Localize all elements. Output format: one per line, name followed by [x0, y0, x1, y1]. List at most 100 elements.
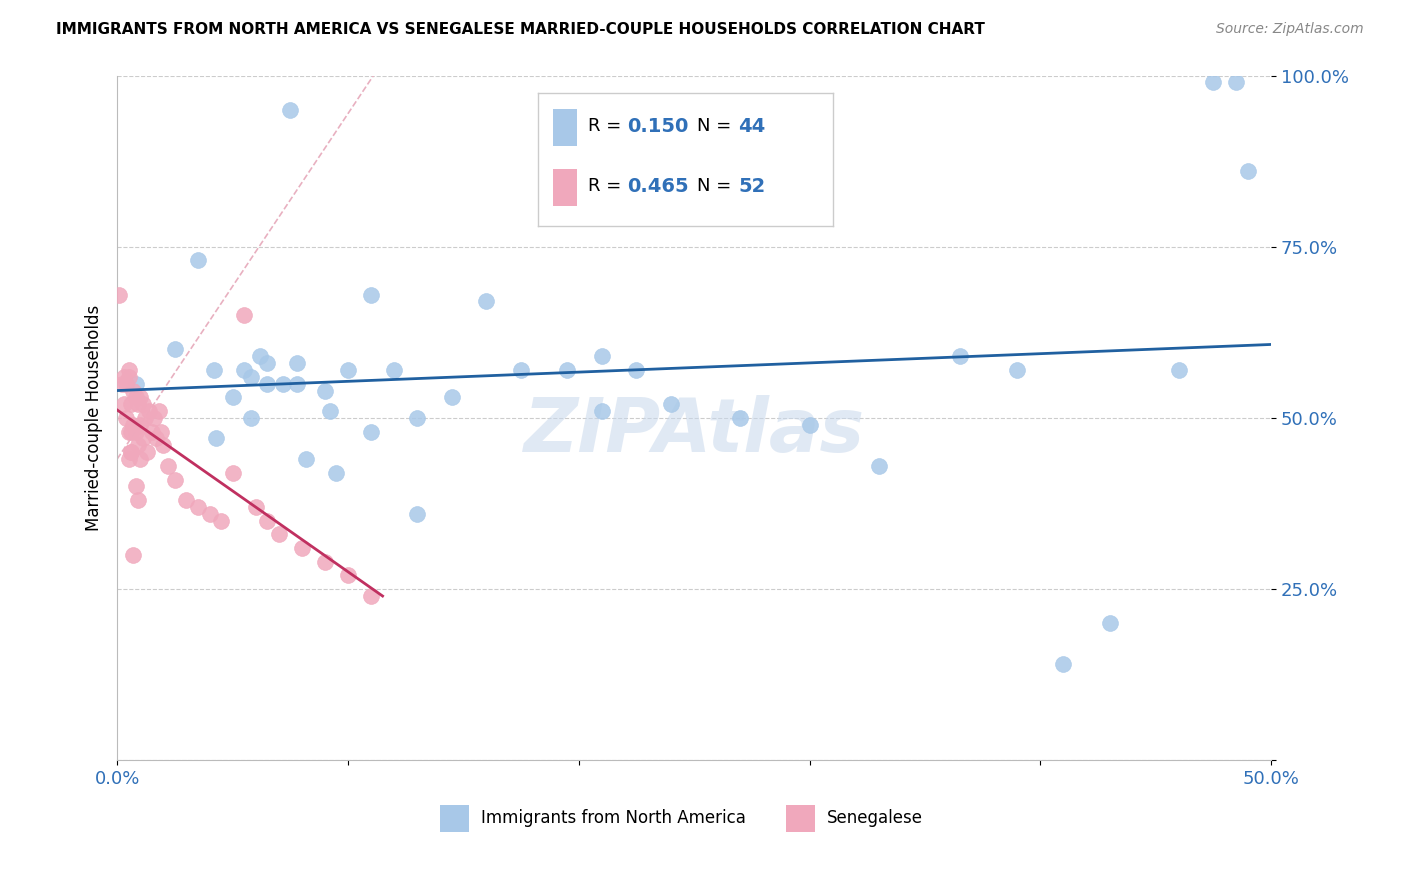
- Point: [176, 493, 198, 508]
- Point: [233, 308, 256, 322]
- Point: [156, 458, 179, 473]
- Point: [118, 369, 141, 384]
- Point: [129, 417, 152, 432]
- Point: [122, 417, 145, 432]
- Point: [122, 384, 145, 398]
- Point: [256, 376, 278, 391]
- Point: [112, 369, 135, 384]
- FancyBboxPatch shape: [786, 805, 815, 832]
- Y-axis label: Married-couple Households: Married-couple Households: [86, 305, 103, 531]
- Point: [124, 390, 146, 404]
- Point: [730, 410, 752, 425]
- Point: [1052, 657, 1074, 672]
- Point: [118, 452, 141, 467]
- Point: [799, 417, 821, 432]
- Point: [187, 253, 209, 268]
- Point: [314, 384, 336, 398]
- Point: [141, 425, 163, 439]
- Point: [209, 514, 232, 528]
- Point: [267, 527, 290, 541]
- FancyBboxPatch shape: [440, 805, 470, 832]
- Text: Immigrants from North America: Immigrants from North America: [481, 809, 745, 828]
- Point: [336, 363, 359, 377]
- Point: [1237, 164, 1260, 178]
- Point: [1005, 363, 1028, 377]
- Point: [143, 410, 166, 425]
- Point: [205, 432, 228, 446]
- Point: [256, 514, 278, 528]
- Point: [129, 390, 152, 404]
- Point: [475, 294, 498, 309]
- Point: [221, 390, 243, 404]
- Point: [626, 363, 648, 377]
- Point: [115, 376, 138, 391]
- Point: [591, 349, 613, 363]
- Point: [659, 397, 682, 411]
- Point: [124, 376, 146, 391]
- Point: [152, 438, 174, 452]
- Point: [129, 452, 152, 467]
- Point: [187, 500, 209, 514]
- Point: [360, 589, 382, 603]
- Text: Senegalese: Senegalese: [827, 809, 922, 828]
- Point: [118, 363, 141, 377]
- Point: [127, 438, 149, 452]
- Point: [256, 356, 278, 370]
- Point: [314, 555, 336, 569]
- Point: [163, 343, 186, 357]
- Point: [108, 287, 131, 301]
- Point: [120, 425, 142, 439]
- Point: [948, 349, 970, 363]
- Point: [202, 363, 225, 377]
- Point: [1202, 75, 1225, 89]
- Point: [198, 507, 221, 521]
- Point: [131, 432, 153, 446]
- Text: ZIPAtlas: ZIPAtlas: [523, 395, 865, 468]
- Point: [120, 397, 142, 411]
- Point: [318, 404, 340, 418]
- Point: [136, 445, 159, 459]
- Point: [295, 452, 318, 467]
- Text: IMMIGRANTS FROM NORTH AMERICA VS SENEGALESE MARRIED-COUPLE HOUSEHOLDS CORRELATIO: IMMIGRANTS FROM NORTH AMERICA VS SENEGAL…: [56, 22, 986, 37]
- Point: [120, 445, 142, 459]
- Point: [127, 397, 149, 411]
- Point: [134, 410, 156, 425]
- Point: [360, 425, 382, 439]
- Point: [1225, 75, 1247, 89]
- Point: [591, 404, 613, 418]
- Point: [115, 410, 138, 425]
- Point: [240, 369, 263, 384]
- Point: [131, 397, 153, 411]
- Point: [336, 568, 359, 582]
- Point: [221, 466, 243, 480]
- Point: [163, 473, 186, 487]
- Point: [245, 500, 267, 514]
- Point: [285, 376, 308, 391]
- Point: [124, 479, 146, 493]
- Point: [273, 376, 295, 391]
- Point: [112, 397, 135, 411]
- Point: [145, 432, 167, 446]
- Point: [406, 507, 429, 521]
- Point: [124, 425, 146, 439]
- Point: [118, 425, 141, 439]
- Point: [278, 103, 301, 117]
- Point: [150, 425, 173, 439]
- Point: [868, 458, 890, 473]
- Point: [249, 349, 271, 363]
- Point: [291, 541, 314, 555]
- Point: [1167, 363, 1189, 377]
- Point: [382, 363, 405, 377]
- Point: [285, 356, 308, 370]
- Point: [111, 376, 134, 391]
- Point: [240, 410, 263, 425]
- Point: [233, 363, 256, 377]
- Point: [406, 410, 429, 425]
- Point: [148, 404, 170, 418]
- Point: [555, 363, 578, 377]
- Text: Source: ZipAtlas.com: Source: ZipAtlas.com: [1216, 22, 1364, 37]
- Point: [120, 445, 142, 459]
- Point: [122, 548, 145, 562]
- Point: [325, 466, 347, 480]
- Point: [1098, 616, 1121, 631]
